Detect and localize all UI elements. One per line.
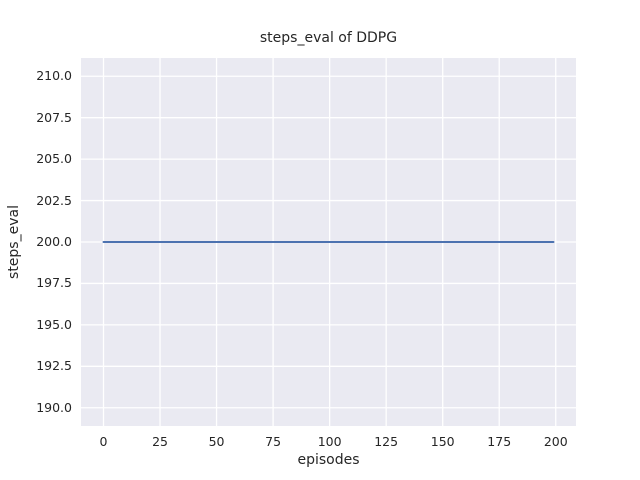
x-tick-label: 150 — [430, 434, 455, 449]
x-tick-label: 0 — [99, 434, 108, 449]
y-tick-label: 197.5 — [36, 275, 72, 291]
x-tick-label: 25 — [152, 434, 168, 449]
x-tick-label: 50 — [208, 434, 225, 449]
y-tick-label: 195.0 — [36, 316, 72, 332]
y-tick-label: 192.5 — [36, 358, 72, 374]
y-tick-label: 205.0 — [36, 151, 72, 167]
x-tick-label: 125 — [374, 434, 399, 449]
x-tick-label: 175 — [487, 434, 512, 449]
y-tick-label: 190.0 — [36, 399, 72, 415]
y-tick-label: 202.5 — [36, 192, 72, 208]
y-tick-label: 200.0 — [36, 234, 72, 249]
x-tick-label: 100 — [317, 434, 342, 449]
y-axis-label: steps_eval — [6, 205, 22, 279]
chart-title: steps_eval of DDPG — [259, 30, 398, 46]
y-tick-label: 210.0 — [36, 68, 72, 84]
y-tick-label: 207.5 — [36, 109, 72, 125]
x-tick-label: 75 — [265, 434, 282, 449]
x-tick-label: 200 — [543, 434, 568, 449]
x-axis-label: episodes — [297, 452, 360, 468]
